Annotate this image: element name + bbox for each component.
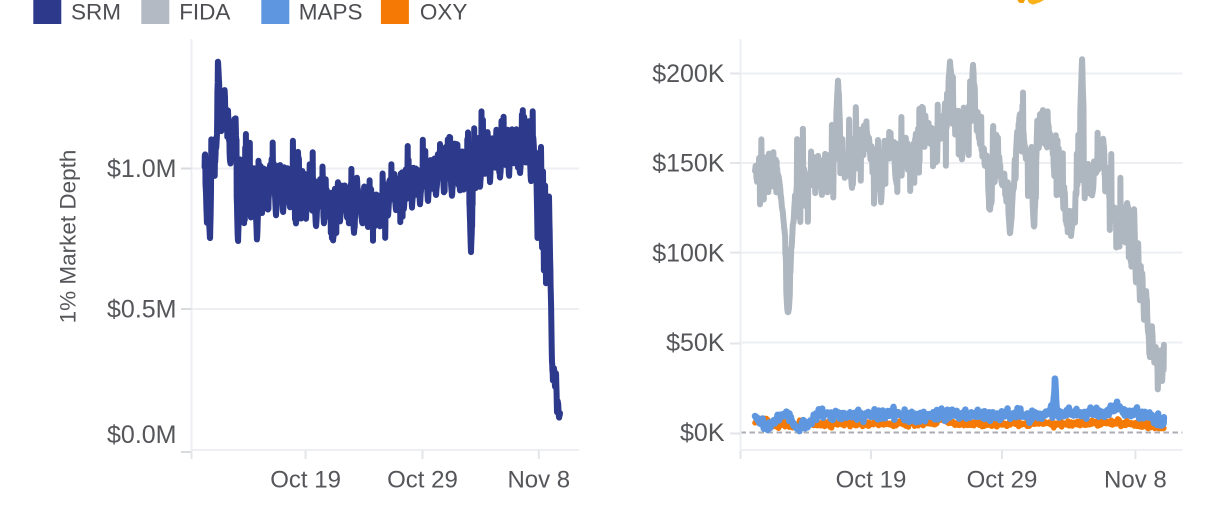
svg-text:$150K: $150K bbox=[652, 150, 725, 178]
svg-text:SRM: SRM bbox=[71, 0, 121, 25]
svg-text:$50K: $50K bbox=[666, 329, 725, 357]
svg-text:$200K: $200K bbox=[652, 60, 725, 88]
svg-text:Oct 19: Oct 19 bbox=[836, 467, 907, 494]
svg-text:Nov 8: Nov 8 bbox=[507, 467, 570, 494]
svg-text:$0K: $0K bbox=[680, 419, 725, 447]
svg-text:Oct 19: Oct 19 bbox=[270, 467, 341, 494]
svg-text:Oct 29: Oct 29 bbox=[387, 467, 458, 494]
svg-text:1% Market Depth: 1% Market Depth bbox=[56, 150, 81, 324]
svg-text:FIDA: FIDA bbox=[179, 0, 230, 25]
svg-text:OXY: OXY bbox=[420, 0, 468, 25]
svg-text:$100K: $100K bbox=[652, 239, 725, 267]
svg-text:$0.0M: $0.0M bbox=[107, 421, 176, 449]
svg-text:Nov 8: Nov 8 bbox=[1104, 467, 1167, 494]
svg-text:Oct 29: Oct 29 bbox=[967, 467, 1038, 494]
svg-text:$0.5M: $0.5M bbox=[107, 296, 176, 324]
svg-text:MAPS: MAPS bbox=[299, 0, 363, 25]
svg-text:$1.0M: $1.0M bbox=[107, 155, 176, 183]
